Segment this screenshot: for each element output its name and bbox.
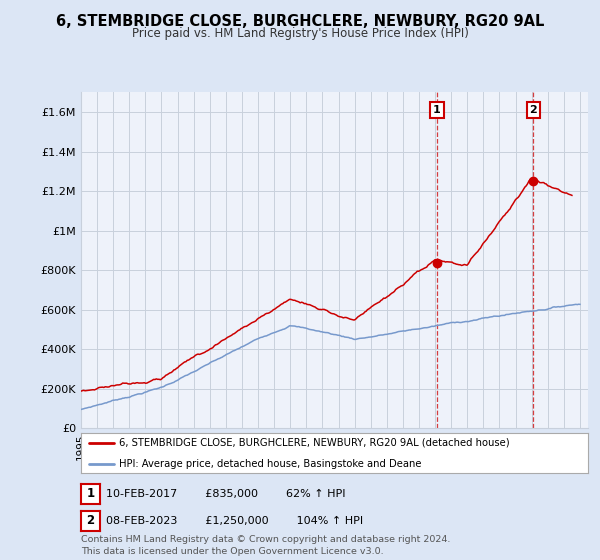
Text: 2: 2 <box>530 105 538 115</box>
Text: 6, STEMBRIDGE CLOSE, BURGHCLERE, NEWBURY, RG20 9AL (detached house): 6, STEMBRIDGE CLOSE, BURGHCLERE, NEWBURY… <box>119 438 509 448</box>
Text: 1: 1 <box>433 105 441 115</box>
Text: Price paid vs. HM Land Registry's House Price Index (HPI): Price paid vs. HM Land Registry's House … <box>131 27 469 40</box>
Text: 1: 1 <box>86 487 95 501</box>
Text: 08-FEB-2023        £1,250,000        104% ↑ HPI: 08-FEB-2023 £1,250,000 104% ↑ HPI <box>106 516 364 526</box>
Text: 2: 2 <box>86 514 95 528</box>
Text: HPI: Average price, detached house, Basingstoke and Deane: HPI: Average price, detached house, Basi… <box>119 459 422 469</box>
Text: Contains HM Land Registry data © Crown copyright and database right 2024.
This d: Contains HM Land Registry data © Crown c… <box>81 535 451 556</box>
Text: 10-FEB-2017        £835,000        62% ↑ HPI: 10-FEB-2017 £835,000 62% ↑ HPI <box>106 489 346 499</box>
Text: 6, STEMBRIDGE CLOSE, BURGHCLERE, NEWBURY, RG20 9AL: 6, STEMBRIDGE CLOSE, BURGHCLERE, NEWBURY… <box>56 14 544 29</box>
